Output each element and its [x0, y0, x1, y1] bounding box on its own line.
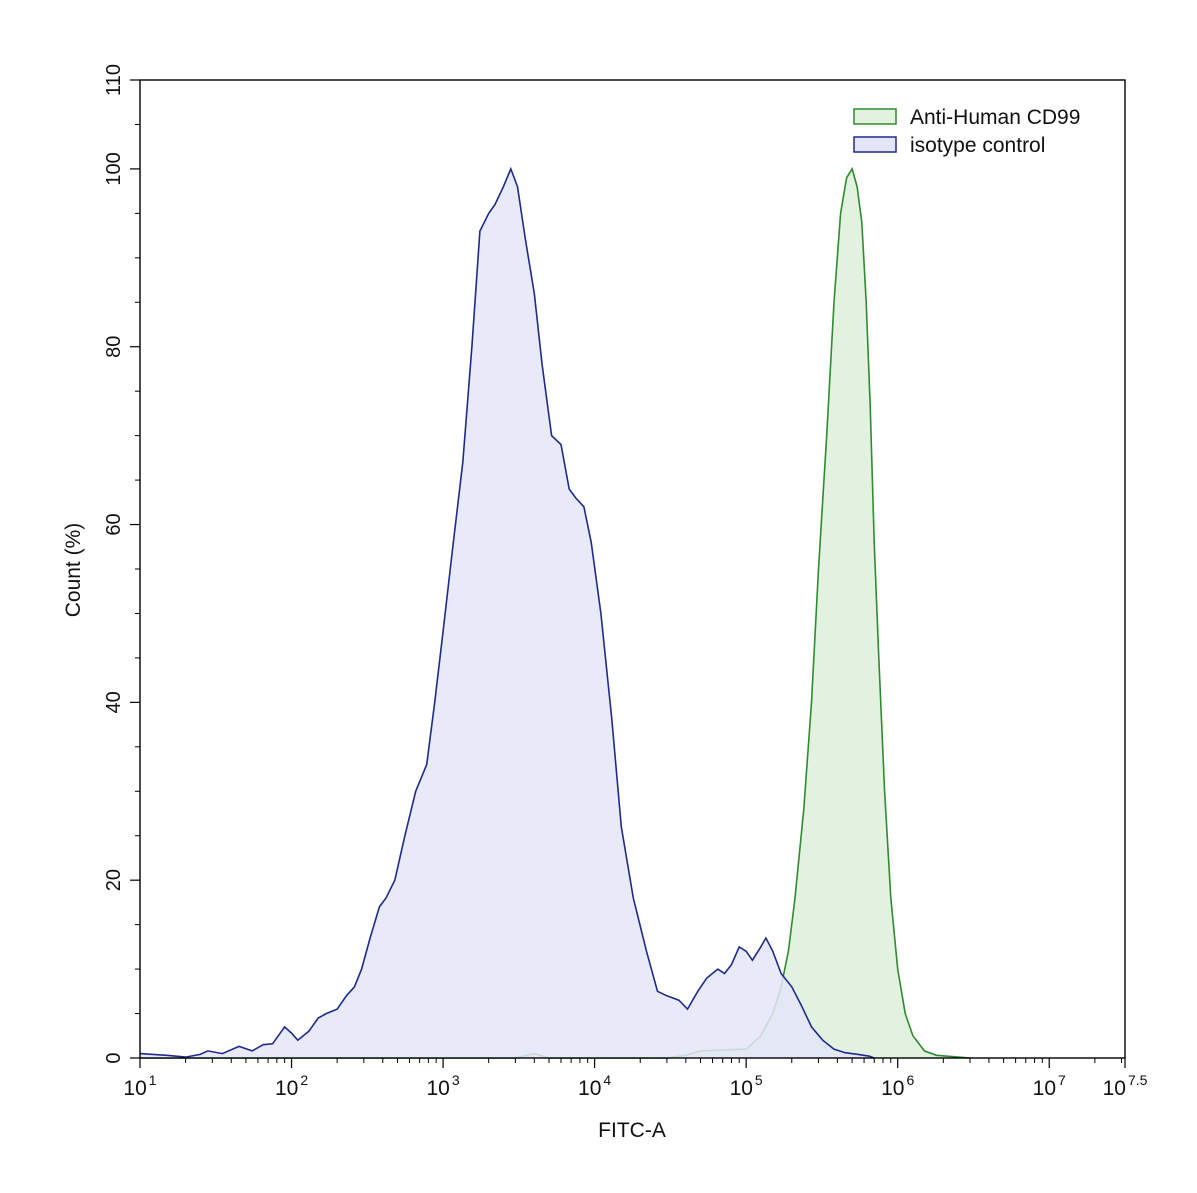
x-tick-label: 10 5 — [730, 1072, 763, 1100]
x-tick-label: 10 1 — [123, 1072, 156, 1100]
series-area-isotype-control — [140, 168, 875, 1058]
legend-swatch-isotype-control — [853, 136, 897, 153]
legend-label-anti-human-cd99: Anti-Human CD99 — [910, 106, 1080, 129]
x-tick-label: 10 7.5 — [1103, 1072, 1148, 1100]
y-tick-label: 0 — [103, 1052, 125, 1063]
legend: Anti-Human CD99 isotype control — [853, 106, 1080, 157]
x-tick-label: 10 6 — [881, 1072, 914, 1100]
y-axis: 0 20 40 60 80 100 110 — [103, 64, 140, 1064]
y-tick-label: 40 — [103, 691, 125, 713]
y-axis-title: Count (%) — [62, 523, 85, 618]
series-area-anti-human-cd99 — [140, 168, 970, 1058]
legend-swatch-anti-human-cd99 — [853, 108, 897, 125]
y-tick-label: 60 — [103, 513, 125, 535]
x-tick-label: 10 4 — [578, 1072, 611, 1100]
x-tick-label: 10 7 — [1033, 1072, 1066, 1100]
legend-label-isotype-control: isotype control — [910, 134, 1045, 157]
y-tick-label: 20 — [103, 869, 125, 891]
y-tick-label: 100 — [103, 152, 125, 185]
x-tick-label: 10 3 — [426, 1072, 459, 1100]
blue-series-layer — [139, 166, 875, 1059]
x-axis-title: FITC-A — [598, 1119, 666, 1142]
y-tick-label: 110 — [103, 64, 125, 96]
y-tick-label: 80 — [103, 336, 125, 358]
x-axis: 10 1 10 2 10 3 10 4 10 5 10 6 10 7 10 7.5 — [123, 1058, 1148, 1100]
series-line-isotype-control — [139, 166, 875, 1059]
x-tick-label: 10 2 — [275, 1072, 308, 1100]
